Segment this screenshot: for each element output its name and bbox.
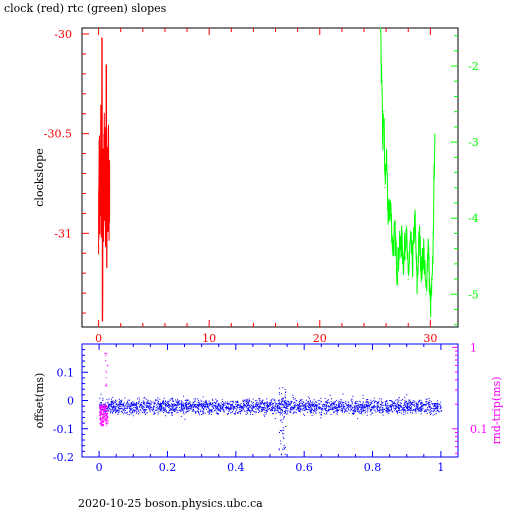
top-y-tick-label: -31 bbox=[54, 227, 72, 240]
rtc-point bbox=[381, 88, 383, 90]
bottom-panel: 0 0.2 0.4 0.6 0.8 1 0.1 0 -0.1 -0.2 1 0.1 offset(ms)… bbox=[33, 341, 503, 474]
rtc-point bbox=[396, 270, 398, 273]
top-x-tick-label: 0 bbox=[95, 332, 102, 345]
rtc-point bbox=[403, 263, 405, 265]
top-y2-tick-label: -2 bbox=[468, 60, 479, 73]
clock-point bbox=[109, 188, 111, 191]
chart-title: clock (red) rtc (green) slopes bbox=[4, 2, 167, 15]
clock-point bbox=[107, 196, 109, 199]
clock-point bbox=[98, 156, 100, 159]
rtc-point bbox=[385, 156, 387, 158]
top-x-tick-label: 30 bbox=[423, 332, 437, 345]
clock-point bbox=[102, 148, 104, 151]
bottom-y-tick-label: -0.2 bbox=[53, 451, 74, 464]
rtc-point bbox=[431, 278, 434, 280]
clock-point bbox=[108, 208, 110, 210]
top-y-tick-label: -30.5 bbox=[44, 128, 72, 141]
clock-point bbox=[106, 232, 108, 234]
top-y2-tick-label: -5 bbox=[468, 288, 479, 301]
footer-text: 2020-10-25 boson.physics.ubc.ca bbox=[78, 497, 263, 510]
rtc-point bbox=[379, 27, 382, 29]
rtc-point bbox=[405, 225, 407, 227]
top-y2-tick-label: -4 bbox=[468, 212, 479, 225]
clock-point bbox=[106, 172, 109, 175]
top-y-axis-label: clockslope bbox=[33, 148, 46, 206]
rtc-point bbox=[434, 133, 436, 136]
bottom-y2-tick-label: 1 bbox=[470, 341, 477, 354]
rtc-point bbox=[398, 248, 400, 250]
bottom-y-tick-label: 0 bbox=[67, 395, 74, 408]
clock-point bbox=[100, 212, 102, 214]
bottom-y2-tick-label: 0.1 bbox=[470, 423, 488, 436]
clock-point bbox=[100, 133, 102, 135]
clock-point bbox=[101, 39, 103, 41]
rtc-point bbox=[416, 286, 418, 288]
rtc-point bbox=[423, 248, 425, 250]
rtc-point bbox=[412, 263, 414, 265]
top-x-tick-label: 20 bbox=[313, 332, 327, 345]
series-offset-points bbox=[99, 387, 442, 458]
rtc-point bbox=[429, 308, 431, 311]
rtc-point bbox=[394, 232, 396, 235]
clock-point bbox=[107, 156, 110, 159]
clock-point bbox=[105, 216, 107, 218]
rtc-point bbox=[414, 217, 416, 219]
bottom-x-tick-label: 0 bbox=[96, 461, 103, 474]
bottom-x-tick-label: 0.4 bbox=[227, 461, 245, 474]
rtc-point bbox=[389, 202, 392, 204]
series-rndtrip-points bbox=[99, 352, 109, 427]
clock-point bbox=[105, 93, 107, 95]
rtc-point bbox=[401, 240, 403, 242]
rtc-point bbox=[382, 141, 384, 143]
bottom-y-tick-label: 0.1 bbox=[57, 366, 75, 379]
rtc-point bbox=[407, 278, 409, 280]
bottom-y-tick-label: -0.1 bbox=[53, 423, 74, 436]
rtc-point bbox=[427, 240, 429, 242]
clock-point bbox=[103, 143, 105, 145]
bottom-x-tick-label: 0.6 bbox=[295, 461, 313, 474]
series-rtc-line bbox=[380, 27, 436, 318]
bottom-x-tick-label: 0.2 bbox=[159, 461, 177, 474]
bottom-y-axis-label: offset(ms) bbox=[33, 373, 46, 429]
bottom-y2-axis-label: rnd-trip(ms) bbox=[490, 377, 503, 445]
top-frame bbox=[81, 27, 459, 328]
rtc-point bbox=[384, 187, 386, 189]
bottom-x-tick-label: 0.8 bbox=[364, 461, 382, 474]
rtc-point bbox=[409, 240, 412, 242]
rtc-point bbox=[420, 270, 423, 273]
clock-point bbox=[104, 202, 106, 205]
rtc-point bbox=[392, 248, 394, 250]
top-y-tick-label: -30 bbox=[54, 28, 72, 41]
clock-point bbox=[99, 202, 101, 205]
top-y2-tick-label: -3 bbox=[468, 136, 479, 149]
clock-point bbox=[104, 152, 106, 155]
rtc-point bbox=[383, 111, 385, 113]
rtc-point bbox=[425, 293, 427, 295]
rtc-point bbox=[387, 217, 389, 219]
rtc-point bbox=[418, 232, 420, 235]
clock-point bbox=[97, 218, 100, 220]
top-x-tick-label: 10 bbox=[202, 332, 216, 345]
clock-point bbox=[102, 222, 105, 224]
clock-point bbox=[99, 188, 101, 191]
clock-point bbox=[101, 316, 104, 318]
top-panel: 0 10 20 30 -30 -30.5 -31 -2 -3 -4 -5 clockslope bbox=[33, 27, 479, 345]
series-clock-line bbox=[98, 37, 111, 322]
bottom-x-tick-label: 1 bbox=[437, 461, 444, 474]
